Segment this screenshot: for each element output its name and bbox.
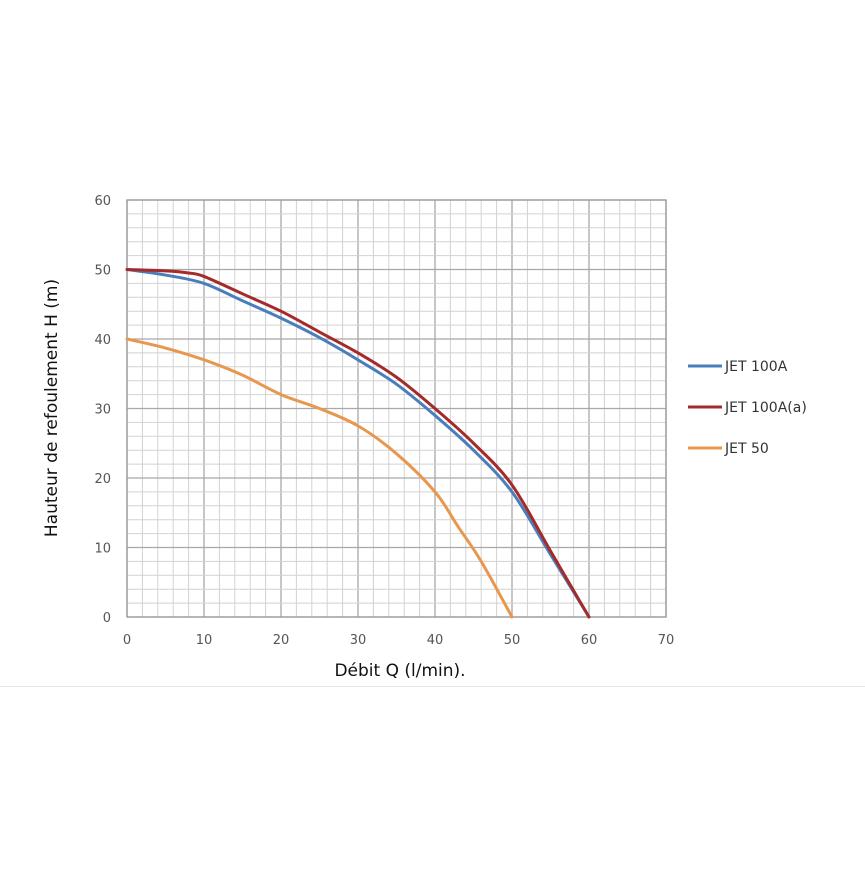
y-tick-label: 0 xyxy=(103,611,111,626)
x-tick-label: 20 xyxy=(273,633,290,648)
x-tick-label: 50 xyxy=(504,633,521,648)
y-axis-title: Hauteur de refoulement H (m) xyxy=(42,279,62,537)
legend-label: JET 50 xyxy=(724,441,769,457)
legend: JET 100A JET 100A(a) JET 50 xyxy=(688,359,807,457)
x-tick-label: 40 xyxy=(427,633,444,648)
y-tick-label: 20 xyxy=(94,472,111,487)
grid xyxy=(126,199,667,618)
y-tick-label: 60 xyxy=(94,194,111,209)
x-tick-label: 70 xyxy=(658,633,675,648)
divider xyxy=(0,686,865,687)
x-axis-title: Débit Q (l/min). xyxy=(334,661,465,681)
legend-label: JET 100A xyxy=(724,359,788,375)
series-line-1 xyxy=(125,268,591,619)
x-tick-label: 0 xyxy=(123,633,131,648)
tick-labels: 0 10 20 30 40 50 60 70 0 10 20 30 40 50 60 xyxy=(94,194,674,648)
x-tick-label: 30 xyxy=(350,633,367,648)
series-lines xyxy=(125,268,591,619)
y-tick-label: 30 xyxy=(94,403,111,418)
plot-frame xyxy=(126,199,667,618)
series-line-3 xyxy=(125,337,514,619)
y-tick-label: 40 xyxy=(94,333,111,348)
x-tick-label: 60 xyxy=(581,633,598,648)
y-tick-label: 50 xyxy=(94,264,111,279)
x-tick-label: 10 xyxy=(196,633,213,648)
y-tick-label: 10 xyxy=(94,542,111,557)
series-line-2 xyxy=(125,268,591,619)
legend-label: JET 100A(a) xyxy=(724,400,807,416)
